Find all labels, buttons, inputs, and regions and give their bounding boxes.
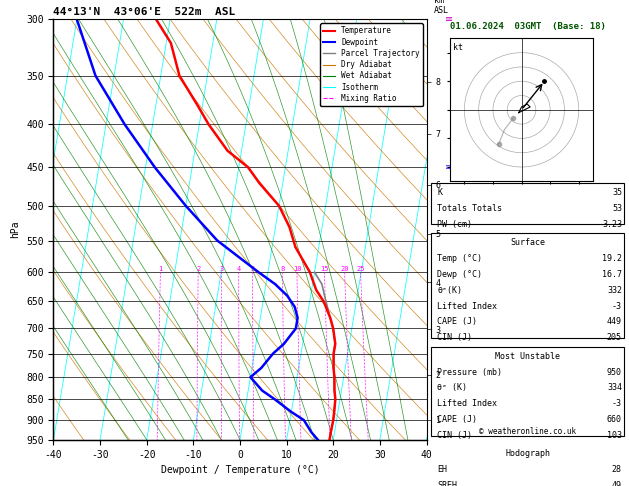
Text: 01.06.2024  03GMT  (Base: 18): 01.06.2024 03GMT (Base: 18) (450, 21, 606, 31)
Text: 5: 5 (250, 266, 255, 272)
Text: PW (cm): PW (cm) (437, 220, 472, 228)
Bar (431, 233, 624, 338)
Text: 8: 8 (280, 266, 284, 272)
Text: 28: 28 (612, 466, 622, 474)
Bar (431, 445, 624, 486)
Text: 44°13'N  43°06'E  522m  ASL: 44°13'N 43°06'E 522m ASL (53, 7, 236, 17)
Text: ≡: ≡ (445, 236, 454, 245)
Text: 25: 25 (356, 266, 365, 272)
Text: ≡: ≡ (445, 162, 454, 173)
Text: 3.23: 3.23 (602, 220, 622, 228)
Text: 1: 1 (159, 266, 162, 272)
Text: © weatheronline.co.uk: © weatheronline.co.uk (479, 427, 576, 435)
Text: Hodograph: Hodograph (505, 450, 550, 458)
Text: kt: kt (453, 43, 463, 52)
Text: Lifted Index: Lifted Index (437, 399, 497, 408)
Text: LCL: LCL (431, 425, 443, 431)
Text: 4: 4 (237, 266, 241, 272)
Text: 19.2: 19.2 (602, 254, 622, 262)
Text: 35: 35 (612, 188, 622, 197)
Text: K: K (437, 188, 442, 197)
Text: Dewp (°C): Dewp (°C) (437, 270, 482, 278)
Text: km
ASL: km ASL (434, 0, 449, 15)
Bar (431, 347, 624, 435)
Text: Surface: Surface (510, 238, 545, 246)
Text: SREH: SREH (437, 482, 457, 486)
Text: 660: 660 (607, 416, 622, 424)
Text: -3: -3 (612, 301, 622, 311)
Text: CIN (J): CIN (J) (437, 333, 472, 343)
Text: θᵉ (K): θᵉ (K) (437, 383, 467, 393)
Text: CAPE (J): CAPE (J) (437, 416, 477, 424)
Text: 16.7: 16.7 (602, 270, 622, 278)
Legend: Temperature, Dewpoint, Parcel Trajectory, Dry Adiabat, Wet Adiabat, Isotherm, Mi: Temperature, Dewpoint, Parcel Trajectory… (320, 23, 423, 106)
Text: 205: 205 (607, 333, 622, 343)
Text: 950: 950 (607, 367, 622, 377)
Text: Pressure (mb): Pressure (mb) (437, 367, 502, 377)
Text: 15: 15 (320, 266, 329, 272)
Text: -3: -3 (612, 399, 622, 408)
Text: θᵉ(K): θᵉ(K) (437, 286, 462, 295)
X-axis label: Dewpoint / Temperature (°C): Dewpoint / Temperature (°C) (160, 465, 320, 475)
Text: 3: 3 (220, 266, 224, 272)
Text: ≡: ≡ (445, 15, 454, 24)
Text: 449: 449 (607, 317, 622, 327)
Bar (431, 183, 624, 224)
Y-axis label: hPa: hPa (11, 221, 21, 239)
Text: 334: 334 (607, 383, 622, 393)
Text: 53: 53 (612, 204, 622, 212)
Text: ≡: ≡ (445, 423, 454, 433)
Text: 332: 332 (607, 286, 622, 295)
Text: Totals Totals: Totals Totals (437, 204, 502, 212)
Text: EH: EH (437, 466, 447, 474)
Text: CAPE (J): CAPE (J) (437, 317, 477, 327)
Text: 103: 103 (607, 432, 622, 440)
Text: 10: 10 (292, 266, 301, 272)
Text: 2: 2 (196, 266, 200, 272)
Text: Temp (°C): Temp (°C) (437, 254, 482, 262)
Text: 20: 20 (340, 266, 349, 272)
Text: Lifted Index: Lifted Index (437, 301, 497, 311)
Text: 49: 49 (612, 482, 622, 486)
Text: Most Unstable: Most Unstable (495, 351, 560, 361)
Text: ≡: ≡ (445, 394, 454, 404)
Text: CIN (J): CIN (J) (437, 432, 472, 440)
